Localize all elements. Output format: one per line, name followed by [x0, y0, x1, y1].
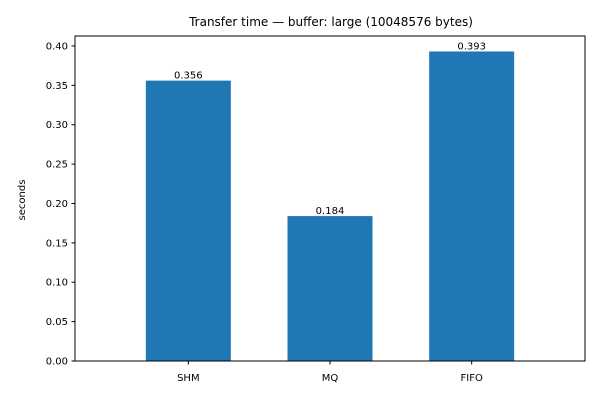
y-tick-label: 0.35	[46, 81, 68, 92]
bar-mq	[287, 216, 373, 361]
plot-area: 0.00 0.05 0.10 0.15 0.20 0.25 0.30 0.35 0.40 SHM M…	[46, 35, 586, 384]
data-label: 0.356	[174, 71, 203, 82]
data-label: 0.393	[457, 41, 486, 52]
y-tick-label: 0.30	[46, 120, 68, 131]
y-tick-label: 0.25	[46, 160, 68, 171]
chart-title: Transfer time — buffer: large (10048576 …	[188, 15, 473, 29]
x-tick-label: SHM	[177, 373, 200, 384]
bar-fifo	[429, 51, 515, 361]
y-tick-label: 0.05	[46, 317, 68, 328]
y-tick-label: 0.40	[46, 41, 68, 52]
data-label: 0.184	[316, 206, 345, 217]
x-tick-label: MQ	[322, 373, 339, 384]
x-tick-label: FIFO	[461, 373, 483, 384]
y-tick-label: 0.15	[46, 238, 68, 249]
y-tick-label: 0.20	[46, 199, 68, 210]
bar-shm	[145, 80, 231, 361]
y-tick-label: 0.00	[46, 357, 68, 368]
y-axis-label: seconds	[17, 180, 28, 221]
y-tick-label: 0.10	[46, 278, 68, 289]
